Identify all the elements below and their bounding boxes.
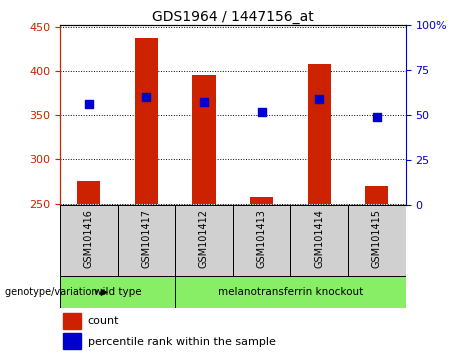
Text: GSM101416: GSM101416	[84, 209, 94, 268]
Text: count: count	[88, 316, 119, 326]
Text: GSM101414: GSM101414	[314, 209, 324, 268]
Point	[85, 102, 92, 107]
Bar	[233, 205, 290, 276]
Bar	[308, 64, 331, 204]
Text: wild type: wild type	[94, 287, 142, 297]
Text: melanotransferrin knockout: melanotransferrin knockout	[218, 287, 363, 297]
Point	[200, 99, 207, 105]
Point	[142, 95, 150, 100]
Bar	[60, 276, 175, 308]
Bar	[64, 313, 81, 329]
Text: GSM101415: GSM101415	[372, 209, 382, 268]
Text: GSM101412: GSM101412	[199, 209, 209, 268]
Bar	[175, 205, 233, 276]
Bar	[77, 181, 100, 204]
Point	[373, 114, 381, 120]
Bar	[64, 333, 81, 349]
Bar	[175, 276, 406, 308]
Bar	[135, 38, 158, 204]
Bar	[290, 205, 348, 276]
Bar	[365, 186, 388, 204]
Text: GSM101413: GSM101413	[257, 209, 266, 268]
Bar	[193, 75, 216, 204]
Bar	[118, 205, 175, 276]
Text: percentile rank within the sample: percentile rank within the sample	[88, 337, 276, 347]
Point	[315, 96, 323, 102]
Text: GSM101417: GSM101417	[142, 209, 151, 268]
Point	[258, 110, 266, 115]
Bar	[250, 198, 273, 204]
Title: GDS1964 / 1447156_at: GDS1964 / 1447156_at	[152, 10, 313, 24]
Text: genotype/variation ▶: genotype/variation ▶	[5, 287, 108, 297]
Bar	[348, 205, 406, 276]
Bar	[60, 205, 118, 276]
